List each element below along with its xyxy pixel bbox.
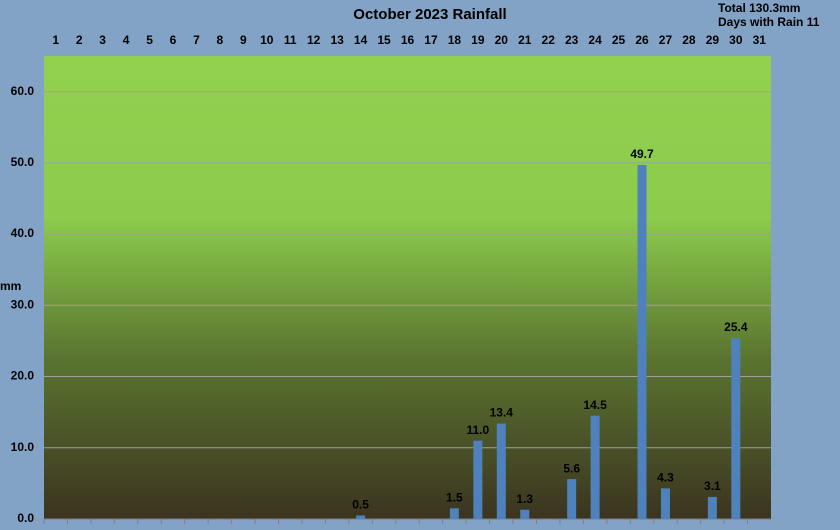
value-label: 13.4 [490,406,514,420]
y-axis-label: mm [0,279,21,293]
x-tick-label: 10 [260,33,274,47]
x-tick-label: 1 [52,33,59,47]
y-tick-label: 50.0 [11,155,35,169]
x-tick-label: 30 [729,33,743,47]
x-tick-label: 24 [588,33,602,47]
bar [567,479,577,519]
value-label: 1.3 [516,492,533,506]
value-label: 0.5 [352,498,369,512]
x-tick-label: 31 [753,33,767,47]
value-label: 11.0 [467,423,490,437]
x-tick-label: 16 [401,33,415,47]
x-tick-label: 25 [612,33,626,47]
x-tick-label: 5 [146,33,153,47]
bar [660,488,670,519]
x-tick-label: 17 [424,33,438,47]
x-tick-label: 29 [706,33,720,47]
bar [520,509,530,519]
value-label: 14.5 [583,398,607,412]
y-tick-label: 40.0 [11,226,35,240]
bar [473,440,483,519]
y-tick-label: 30.0 [11,297,35,311]
x-tick-label: 23 [565,33,579,47]
x-tick-label: 6 [170,33,177,47]
value-label: 5.6 [563,461,580,475]
x-tick-label: 26 [635,33,649,47]
bar [449,508,459,519]
x-tick-label: 28 [682,33,696,47]
y-tick-label: 10.0 [11,440,35,454]
bar [356,515,366,519]
bar [731,338,741,519]
x-tick-label: 12 [307,33,321,47]
annotation: Days with Rain 11 [718,15,820,29]
annotation: Total 130.3mm [718,1,800,15]
x-tick-label: 11 [284,33,297,47]
x-tick-label: 14 [354,33,368,47]
value-label: 3.1 [704,479,721,493]
x-tick-label: 20 [495,33,509,47]
value-label: 1.5 [446,490,463,504]
plot-area [44,56,771,519]
y-tick-label: 0.0 [17,511,34,525]
x-tick-label: 21 [518,33,532,47]
x-tick-label: 9 [240,33,247,47]
value-label: 49.7 [630,147,654,161]
x-tick-label: 22 [542,33,556,47]
bar [496,423,506,519]
bar [637,164,647,519]
x-tick-label: 4 [123,33,130,47]
x-tick-label: 13 [330,33,344,47]
x-tick-label: 2 [76,33,83,47]
bar [707,496,717,519]
bar [590,415,600,519]
value-label: 25.4 [724,320,748,334]
chart-title: October 2023 Rainfall [353,6,506,23]
x-tick-label: 15 [377,33,391,47]
value-label: 4.3 [657,471,674,485]
x-tick-label: 7 [193,33,200,47]
x-tick-label: 8 [217,33,224,47]
y-tick-label: 20.0 [11,369,35,383]
x-tick-label: 27 [659,33,673,47]
y-tick-label: 60.0 [11,84,35,98]
x-tick-label: 18 [448,33,462,47]
x-tick-label: 3 [99,33,106,47]
x-tick-label: 19 [471,33,485,47]
